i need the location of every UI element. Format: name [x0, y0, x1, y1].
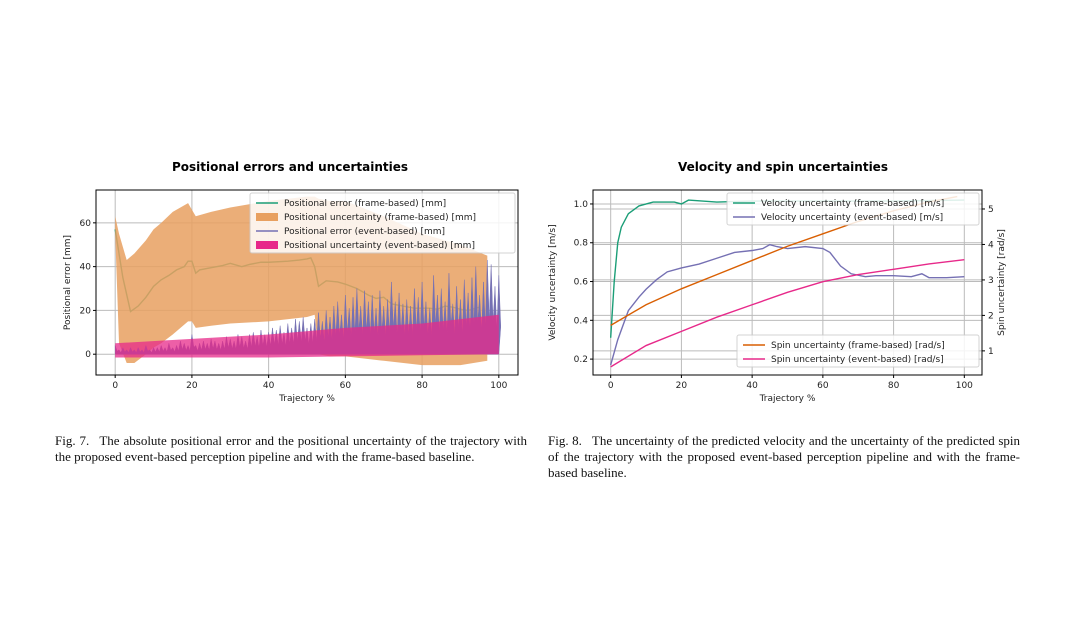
y-tick-label: 0.4: [574, 316, 589, 326]
chart-title-velocity: Velocity and spin uncertainties: [678, 160, 888, 174]
legend-label: Velocity uncertainty (event-based) [m/s]: [761, 213, 943, 223]
y-tick-label: 40: [80, 263, 92, 273]
x-tick-label: 60: [817, 381, 829, 391]
y2-tick-label: 2: [988, 311, 994, 321]
y-tick-label: 1.0: [574, 200, 589, 210]
caption-fig7: Fig. 7. The absolute positional error and…: [55, 433, 527, 465]
x-tick-label: 80: [888, 381, 900, 391]
x-axis-label: Trajectory %: [278, 394, 335, 404]
legend-label: Positional error (event-based) [mm]: [284, 227, 445, 237]
legend-swatch: [256, 213, 278, 221]
plot-frame: [95, 189, 519, 376]
x-tick-label: 100: [956, 381, 973, 391]
caption-fig8: Fig. 8. The uncertainty of the predicted …: [548, 433, 1020, 481]
series-line: [610, 243, 965, 366]
y-tick-label: 0.2: [574, 355, 588, 365]
y-tick-label: 0.6: [574, 278, 589, 288]
y2-tick-label: 3: [988, 276, 994, 286]
y-axis-label: Velocity uncertainty [m/s]: [548, 224, 558, 340]
x-tick-label: 40: [263, 381, 275, 391]
y-tick-label: 0: [85, 350, 91, 360]
x-tick-label: 0: [112, 381, 118, 391]
x-tick-label: 60: [340, 381, 352, 391]
legend-label: Positional uncertainty (event-based) [mm…: [284, 241, 475, 251]
y-tick-label: 60: [80, 219, 92, 229]
chart-title-positional: Positional errors and uncertainties: [171, 160, 409, 174]
y-tick-label: 0.8: [574, 239, 589, 249]
y2-tick-label: 4: [988, 240, 994, 250]
legend-label: Velocity uncertainty (frame-based) [m/s]: [761, 199, 944, 209]
fig7-label: Fig. 7.: [55, 433, 90, 448]
x-tick-label: 80: [416, 381, 428, 391]
x-tick-label: 20: [676, 381, 688, 391]
y2-tick-label: 1: [988, 347, 994, 357]
fig8-label: Fig. 8.: [548, 433, 582, 448]
x-tick-label: 0: [608, 381, 614, 391]
series-line: [610, 259, 965, 368]
x-tick-label: 20: [186, 381, 198, 391]
legend-label: Spin uncertainty (frame-based) [rad/s]: [771, 341, 945, 351]
plot-frame: [592, 189, 983, 376]
legend-swatch: [256, 241, 278, 249]
x-tick-label: 100: [490, 381, 507, 391]
legend-box: [726, 192, 980, 226]
y-tick-label: 20: [80, 306, 92, 316]
fig8-caption-text: The uncertainty of the predicted velocit…: [548, 433, 1021, 480]
x-tick-label: 40: [746, 381, 758, 391]
legend-box: [736, 334, 980, 368]
y2-axis-label: Spin uncertainty [rad/s]: [997, 229, 1007, 336]
legend-label: Positional uncertainty (frame-based) [mm…: [284, 213, 476, 223]
legend-label: Positional error (frame-based) [mm]: [284, 199, 446, 209]
legend-box: [249, 192, 516, 254]
x-axis-label: Trajectory %: [759, 394, 816, 404]
uncertainty-band: [115, 314, 499, 358]
fig7-caption-text: The absolute positional error and the po…: [55, 433, 527, 464]
legend-label: Spin uncertainty (event-based) [rad/s]: [771, 355, 944, 365]
y-axis-label: Positional error [mm]: [63, 235, 73, 330]
y2-tick-label: 5: [988, 205, 994, 215]
